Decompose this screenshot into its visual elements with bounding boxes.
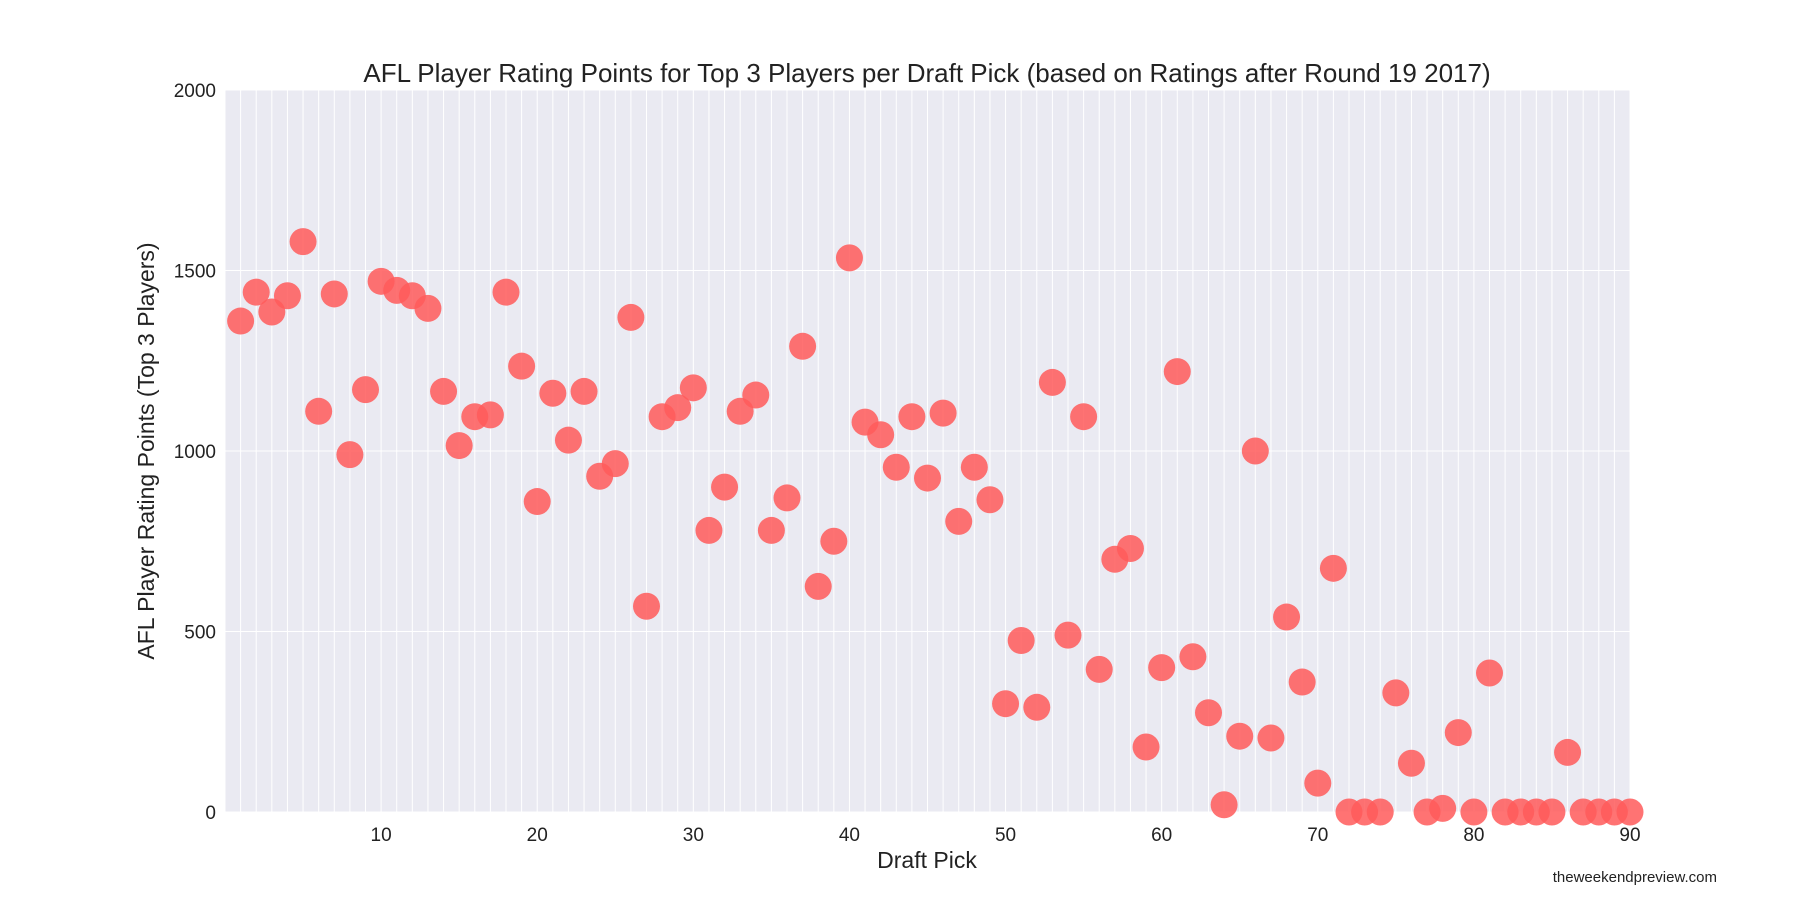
- scatter-point: [992, 690, 1020, 718]
- scatter-point: [1257, 724, 1285, 752]
- scatter-point: [539, 379, 567, 407]
- tick-labels: 10 20 30 40 50 60 70 80 90 0 500 1000 1500 2000: [174, 81, 1641, 846]
- scatter-points: [227, 228, 1644, 826]
- x-tick-label: 20: [527, 825, 548, 846]
- scatter-point: [929, 399, 957, 427]
- scatter-point: [742, 381, 770, 409]
- scatter-point: [945, 507, 973, 535]
- scatter-point: [1210, 791, 1238, 819]
- y-axis-label: AFL Player Rating Points (Top 3 Players): [133, 242, 159, 659]
- scatter-point: [1554, 738, 1582, 766]
- scatter-point: [414, 294, 442, 322]
- scatter-point: [1273, 603, 1301, 631]
- chart-title: AFL Player Rating Points for Top 3 Playe…: [363, 58, 1490, 88]
- y-tick-label: 1000: [174, 442, 216, 463]
- scatter-point: [1023, 693, 1051, 721]
- scatter-point: [1038, 368, 1066, 396]
- scatter-point: [476, 401, 504, 429]
- scatter-point: [508, 352, 536, 380]
- scatter-point: [1288, 668, 1316, 696]
- scatter-point: [1148, 654, 1176, 682]
- scatter-point: [757, 516, 785, 544]
- x-axis-label: Draft Pick: [877, 847, 977, 873]
- scatter-point: [804, 572, 832, 600]
- scatter-point: [1070, 403, 1098, 431]
- scatter-point: [1366, 798, 1394, 826]
- scatter-point: [1319, 554, 1347, 582]
- scatter-point: [1304, 769, 1332, 797]
- scatter-point: [773, 484, 801, 512]
- scatter-point: [1241, 437, 1269, 465]
- scatter-point: [820, 527, 848, 555]
- scatter-point: [960, 453, 988, 481]
- scatter-point: [1397, 749, 1425, 777]
- scatter-point: [273, 282, 301, 310]
- scatter-point: [1163, 358, 1191, 386]
- scatter-point: [242, 278, 270, 306]
- x-tick-label: 30: [683, 825, 704, 846]
- scatter-point: [1429, 794, 1457, 822]
- scatter-point: [976, 486, 1004, 514]
- scatter-point: [711, 473, 739, 501]
- scatter-point: [445, 432, 473, 460]
- scatter-point: [1085, 655, 1113, 683]
- scatter-point: [305, 397, 333, 425]
- scatter-point: [1054, 621, 1082, 649]
- scatter-point: [492, 278, 520, 306]
- scatter-point: [789, 332, 817, 360]
- scatter-point: [914, 464, 941, 492]
- y-tick-label: 0: [205, 803, 216, 824]
- scatter-point: [1460, 798, 1488, 826]
- x-tick-label: 40: [839, 825, 860, 846]
- grid-lines: [224, 89, 1631, 813]
- y-tick-label: 1500: [174, 262, 216, 283]
- scatter-point: [1195, 699, 1222, 727]
- scatter-point: [601, 450, 629, 478]
- scatter-point: [1116, 534, 1144, 562]
- scatter-point: [898, 403, 926, 431]
- scatter-point: [1616, 798, 1644, 826]
- scatter-point: [882, 453, 910, 481]
- x-tick-label: 10: [371, 825, 392, 846]
- scatter-point: [695, 516, 723, 544]
- scatter-point: [1179, 643, 1207, 671]
- x-tick-label: 80: [1463, 825, 1484, 846]
- x-tick-label: 60: [1151, 825, 1172, 846]
- scatter-point: [835, 244, 863, 272]
- scatter-point: [1226, 722, 1254, 750]
- scatter-point: [570, 377, 598, 405]
- scatter-point: [227, 307, 255, 335]
- scatter-point: [336, 441, 364, 469]
- x-tick-label: 70: [1307, 825, 1328, 846]
- scatter-point: [430, 377, 458, 405]
- x-tick-label: 50: [995, 825, 1016, 846]
- scatter-point: [1538, 798, 1566, 826]
- scatter-point: [1444, 719, 1472, 747]
- scatter-point: [554, 426, 582, 454]
- scatter-point: [679, 374, 707, 402]
- scatter-point: [1007, 627, 1035, 655]
- scatter-point: [664, 394, 692, 422]
- scatter-point: [320, 280, 348, 308]
- scatter-point: [867, 421, 895, 449]
- scatter-point: [523, 488, 551, 516]
- x-tick-label: 90: [1619, 825, 1640, 846]
- scatter-point: [352, 376, 379, 404]
- scatter-point: [1382, 679, 1410, 707]
- scatter-point: [1476, 659, 1503, 687]
- scatter-point: [617, 303, 645, 331]
- y-tick-label: 2000: [174, 81, 216, 102]
- credit-text: theweekendpreview.com: [1553, 869, 1717, 886]
- scatter-point: [633, 592, 660, 620]
- scatter-point: [289, 228, 317, 256]
- y-tick-label: 500: [184, 623, 216, 644]
- scatter-point: [1132, 733, 1160, 761]
